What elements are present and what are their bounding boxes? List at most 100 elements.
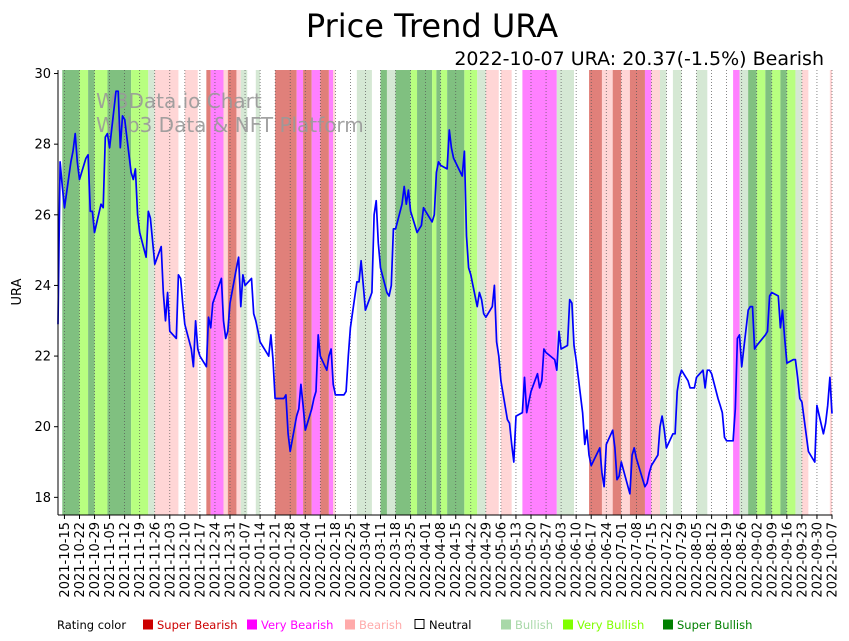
rating-band-8 xyxy=(154,70,179,515)
x-tick-label-0: 2021-10-15 xyxy=(58,522,73,598)
rating-band-3 xyxy=(88,70,95,515)
y-axis-ticks: 18 20 22 24 26 28 30 xyxy=(34,67,58,506)
x-tick-label-20: 2022-03-04 xyxy=(359,522,374,598)
rating-band-5 xyxy=(107,70,132,515)
rating-band-51 xyxy=(696,70,708,515)
x-tick-label-38: 2022-07-08 xyxy=(630,522,645,598)
x-tick-label-10: 2021-12-24 xyxy=(208,522,223,598)
rating-band-29 xyxy=(410,70,418,515)
x-tick-label-13: 2022-01-14 xyxy=(254,522,269,598)
rating-band-16 xyxy=(240,70,248,515)
x-tick-label-48: 2022-09-16 xyxy=(780,522,795,598)
rating-band-30 xyxy=(417,70,433,515)
rating-band-60 xyxy=(795,70,802,515)
legend-swatch-3 xyxy=(414,619,425,629)
x-tick-label-19: 2022-02-25 xyxy=(344,522,359,598)
x-tick-label-47: 2022-09-09 xyxy=(765,522,780,598)
rating-band-22 xyxy=(320,70,329,515)
rating-band-31 xyxy=(432,70,437,515)
legend-label-6: Super Bullish xyxy=(677,618,752,632)
watermark-line-0: W3Data.io Chart xyxy=(96,89,262,113)
x-tick-label-21: 2022-03-11 xyxy=(374,522,389,598)
x-tick-label-42: 2022-08-05 xyxy=(690,522,705,598)
rating-band-7 xyxy=(148,70,155,515)
rating-band-44 xyxy=(612,70,622,515)
y-tick-label-20: 20 xyxy=(34,420,51,435)
x-tick-label-4: 2021-11-12 xyxy=(118,522,133,598)
x-tick-label-33: 2022-06-03 xyxy=(555,522,570,598)
rating-band-61 xyxy=(801,70,809,515)
x-axis-ticks: 2021-10-15 2021-10-22 2021-10-29 2021-11-05… xyxy=(58,515,841,598)
x-tick-label-37: 2022-07-01 xyxy=(615,522,630,598)
rating-band-62 xyxy=(829,70,832,515)
legend-label-0: Super Bearish xyxy=(157,618,238,632)
rating-band-2 xyxy=(79,70,89,515)
rating-band-23 xyxy=(328,70,334,515)
chart-subtitle: 2022-10-07 URA: 20.37(-1.5%) Bearish xyxy=(454,48,824,70)
x-tick-label-16: 2022-02-04 xyxy=(299,522,314,598)
x-tick-label-15: 2022-01-28 xyxy=(284,522,299,598)
x-tick-label-34: 2022-06-10 xyxy=(570,522,585,598)
x-tick-label-49: 2022-09-23 xyxy=(795,522,810,598)
legend-swatch-6 xyxy=(663,619,673,630)
legend-swatch-5 xyxy=(563,619,573,630)
y-tick-label-18: 18 xyxy=(34,491,51,506)
x-tick-label-50: 2022-09-30 xyxy=(810,522,825,598)
x-tick-label-6: 2021-11-26 xyxy=(148,522,163,598)
x-tick-label-17: 2022-02-11 xyxy=(314,522,329,598)
x-tick-label-36: 2022-06-24 xyxy=(600,522,615,598)
rating-band-56 xyxy=(765,70,772,515)
legend-swatch-2 xyxy=(345,619,355,630)
legend-label-5: Very Bullish xyxy=(577,618,644,632)
rating-band-59 xyxy=(786,70,796,515)
x-tick-label-22: 2022-03-18 xyxy=(389,522,404,598)
rating-band-33 xyxy=(440,70,448,515)
x-tick-label-32: 2022-05-27 xyxy=(540,522,555,598)
rating-band-37 xyxy=(485,70,499,515)
legend-label-3: Neutral xyxy=(429,618,471,632)
x-tick-label-31: 2022-05-20 xyxy=(525,522,540,598)
x-tick-label-7: 2021-12-03 xyxy=(163,522,178,598)
legend-swatch-0 xyxy=(143,619,153,630)
x-tick-label-3: 2021-11-05 xyxy=(103,522,118,598)
y-tick-label-26: 26 xyxy=(34,208,51,223)
rating-legend: Rating color Super Bearish Very Bearish Bea… xyxy=(57,618,752,632)
x-tick-label-23: 2022-03-25 xyxy=(404,522,419,598)
y-axis-label: URA xyxy=(10,278,25,305)
x-tick-label-51: 2022-10-07 xyxy=(826,522,841,598)
x-tick-label-29: 2022-05-06 xyxy=(494,522,509,598)
x-tick-label-9: 2021-12-17 xyxy=(193,522,208,598)
rating-band-48 xyxy=(651,70,660,515)
rating-band-39 xyxy=(522,70,557,515)
x-gridlines xyxy=(64,70,833,515)
x-tick-label-11: 2021-12-31 xyxy=(224,522,239,598)
rating-band-50 xyxy=(672,70,682,515)
x-tick-label-12: 2022-01-07 xyxy=(239,522,254,598)
rating-band-52 xyxy=(733,70,740,515)
legend-label-2: Bearish xyxy=(359,618,402,632)
rating-band-24 xyxy=(333,70,336,515)
x-tick-label-14: 2022-01-21 xyxy=(269,522,284,598)
rating-band-45 xyxy=(621,70,630,515)
price-line-layer xyxy=(57,90,833,495)
rating-band-57 xyxy=(771,70,781,515)
rating-band-36 xyxy=(477,70,486,515)
x-tick-label-25: 2022-04-08 xyxy=(434,522,449,598)
x-tick-label-30: 2022-05-13 xyxy=(510,522,525,598)
rating-band-27 xyxy=(386,70,396,515)
x-tick-label-8: 2021-12-10 xyxy=(178,522,193,598)
x-tick-label-18: 2022-02-18 xyxy=(329,522,344,598)
rating-band-43 xyxy=(601,70,613,515)
rating-band-53 xyxy=(739,70,749,515)
rating-band-10 xyxy=(184,70,198,515)
x-tick-label-1: 2021-10-22 xyxy=(73,522,88,598)
rating-band-19 xyxy=(296,70,304,515)
rating-band-17 xyxy=(255,70,261,515)
rating-band-54 xyxy=(748,70,757,515)
x-tick-label-46: 2022-09-02 xyxy=(750,522,765,598)
rating-band-20 xyxy=(303,70,312,515)
watermark-line-1: Web3 Data & NFT Platform xyxy=(96,113,364,137)
rating-band-46 xyxy=(629,70,645,515)
